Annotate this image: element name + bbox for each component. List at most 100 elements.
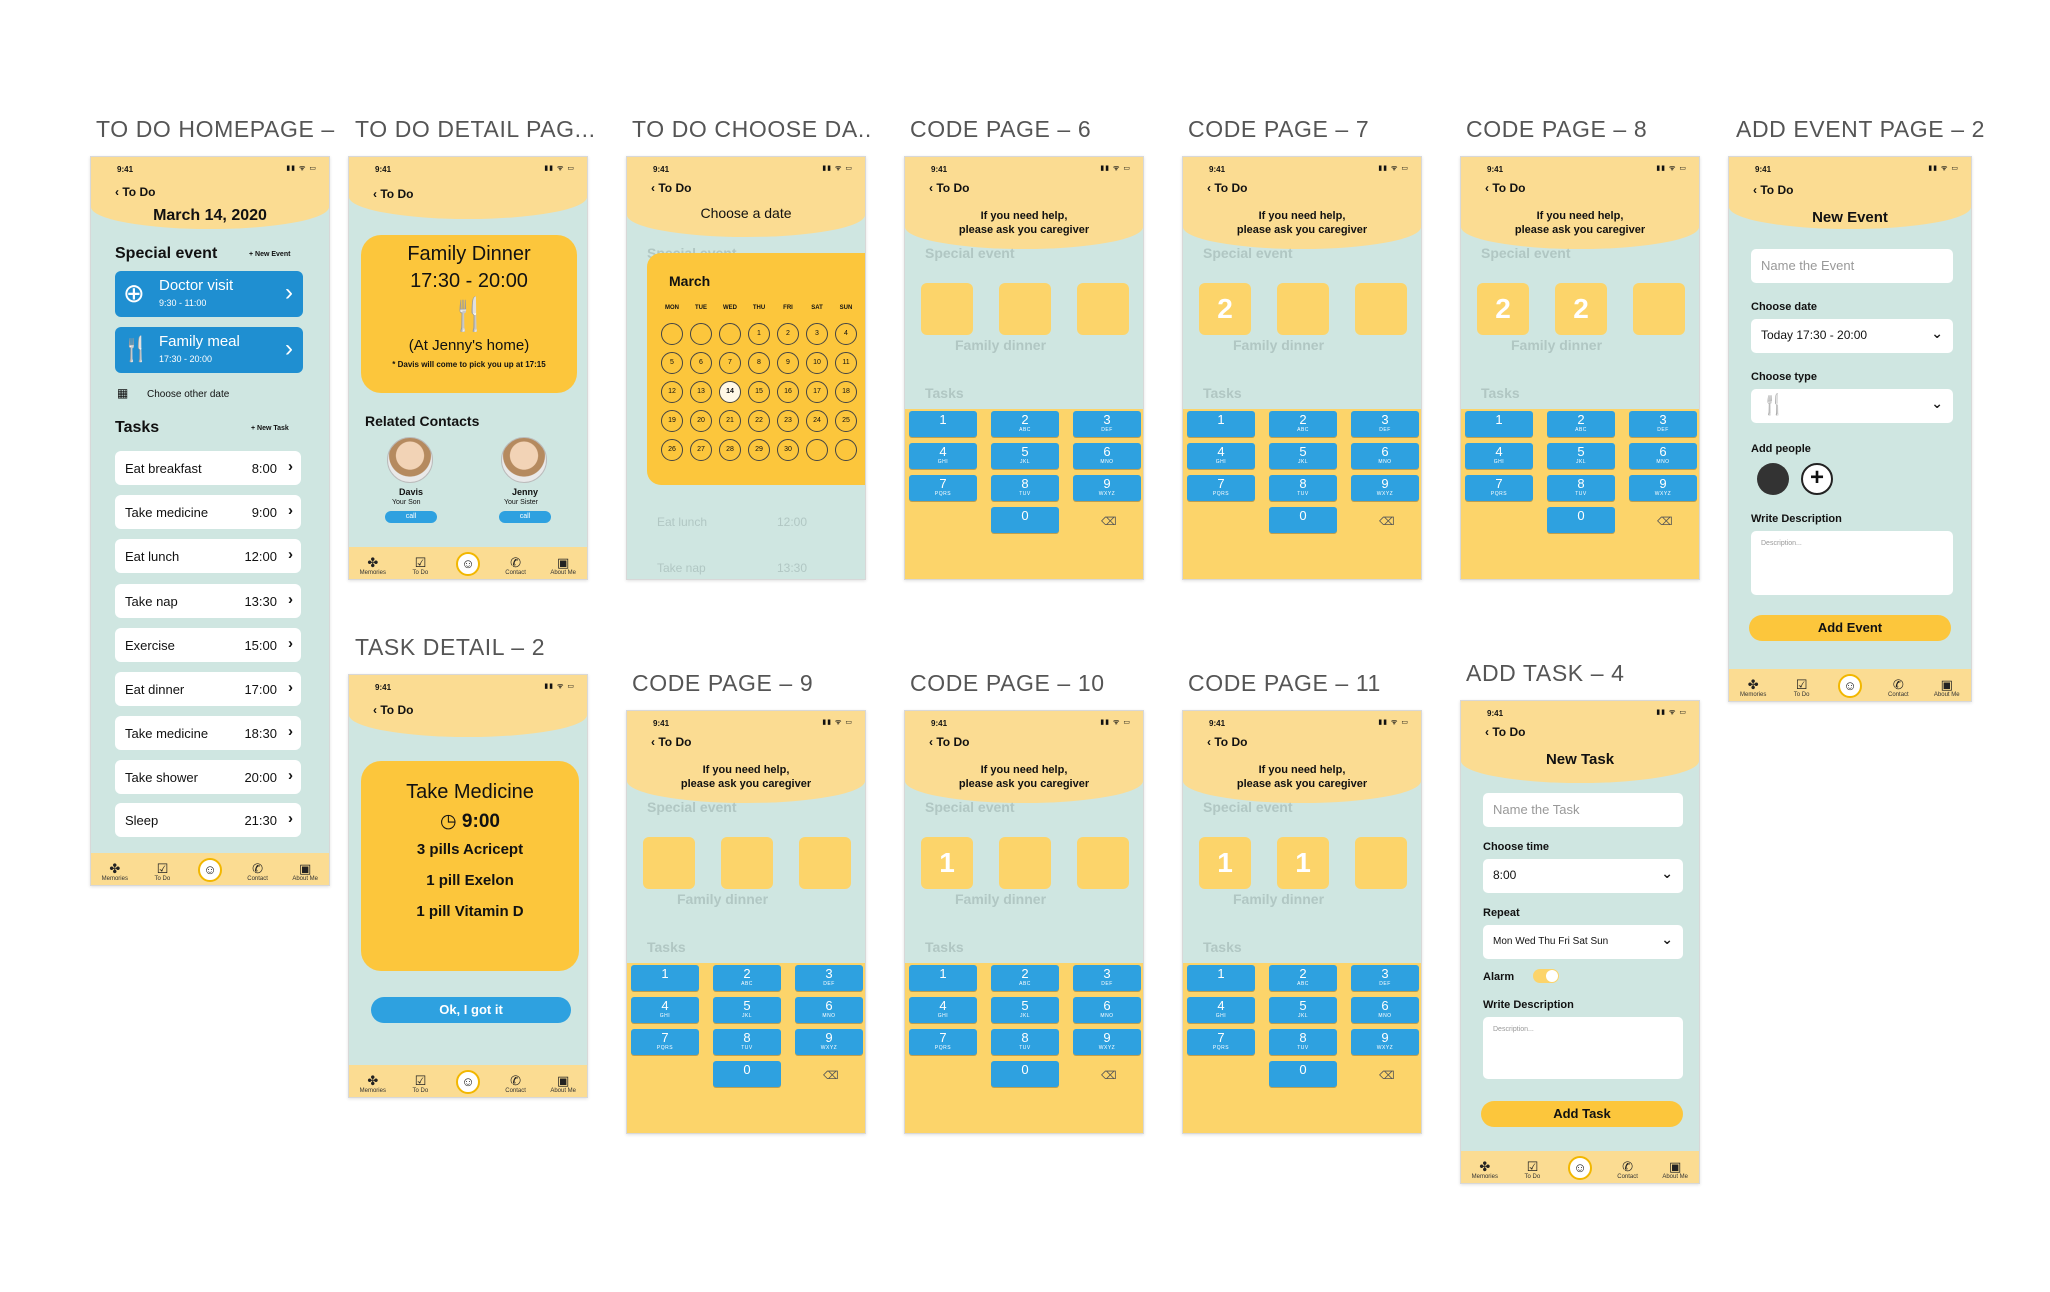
key-4[interactable]: 4 GHI xyxy=(1465,443,1533,469)
calendar-day[interactable]: 26 xyxy=(661,439,683,461)
key-8[interactable]: 8 TUV xyxy=(713,1029,781,1055)
key-1[interactable]: 1 xyxy=(1465,411,1533,437)
nav-todo[interactable]: ☑ To Do xyxy=(412,555,429,576)
key-0[interactable]: 0 xyxy=(1269,1061,1337,1087)
key-7[interactable]: 7 PQRS xyxy=(909,475,977,501)
key-7[interactable]: 7 PQRS xyxy=(1187,475,1255,501)
new-event-link[interactable]: + New Event xyxy=(249,251,291,258)
event-family-meal[interactable]: 🍴 Family meal 17:30 - 20:00 › xyxy=(115,327,303,373)
calendar-day[interactable]: 9 xyxy=(777,352,799,374)
calendar-day[interactable]: 5 xyxy=(661,352,683,374)
nav-memories[interactable]: ✤ Memories xyxy=(101,861,128,882)
nav-face[interactable]: ☺ xyxy=(446,1070,490,1094)
key-5[interactable]: 5 JKL xyxy=(1269,443,1337,469)
nav-todo[interactable]: ☑ To Do xyxy=(1793,677,1810,698)
key-0[interactable]: 0 xyxy=(991,507,1059,533)
key-4[interactable]: 4 GHI xyxy=(1187,443,1255,469)
key-5[interactable]: 5 JKL xyxy=(1547,443,1615,469)
key-1[interactable]: 1 xyxy=(1187,965,1255,991)
back-button[interactable]: ‹ To Do xyxy=(651,181,692,195)
nav-todo[interactable]: ☑ To Do xyxy=(154,861,171,882)
calendar-day[interactable] xyxy=(835,439,857,461)
key-2[interactable]: 2 ABC xyxy=(713,965,781,991)
key-6[interactable]: 6 MNO xyxy=(1073,997,1141,1023)
task-row[interactable]: Sleep 21:30 › xyxy=(115,803,301,837)
add-task-button[interactable]: Add Task xyxy=(1481,1101,1683,1127)
task-row[interactable]: Take shower 20:00 › xyxy=(115,760,301,794)
key-1[interactable]: 1 xyxy=(909,411,977,437)
key-6[interactable]: 6 MNO xyxy=(1351,997,1419,1023)
ok-button[interactable]: Ok, I got it xyxy=(371,997,571,1023)
key-0[interactable]: 0 xyxy=(1547,507,1615,533)
key-0[interactable]: 0 xyxy=(1269,507,1337,533)
calendar-day[interactable]: 23 xyxy=(777,410,799,432)
event-name-input[interactable]: Name the Event xyxy=(1751,249,1953,283)
key-8[interactable]: 8 TUV xyxy=(991,475,1059,501)
back-button[interactable]: ‹ To Do xyxy=(373,187,414,201)
back-button[interactable]: ‹ To Do xyxy=(651,735,692,749)
nav-contact[interactable]: ✆ Contact xyxy=(1888,677,1909,698)
back-button[interactable]: ‹ To Do xyxy=(115,185,156,199)
key-8[interactable]: 8 TUV xyxy=(991,1029,1059,1055)
nav-face[interactable]: ☺ xyxy=(1558,1156,1602,1180)
key-3[interactable]: 3 DEF xyxy=(1073,411,1141,437)
calendar-day[interactable] xyxy=(661,323,683,345)
repeat-select[interactable]: Mon Wed Thu Fri Sat Sun ⌄ xyxy=(1483,925,1683,959)
choose-other-date-link[interactable]: Choose other date xyxy=(147,389,230,400)
backspace-icon[interactable]: ⌫ xyxy=(1379,516,1395,528)
calendar-day[interactable] xyxy=(719,323,741,345)
key-7[interactable]: 7 PQRS xyxy=(1465,475,1533,501)
calendar-day[interactable]: 14 xyxy=(719,381,741,403)
calendar-day[interactable]: 13 xyxy=(690,381,712,403)
key-5[interactable]: 5 JKL xyxy=(713,997,781,1023)
calendar-day[interactable]: 8 xyxy=(748,352,770,374)
calendar-day[interactable]: 27 xyxy=(690,439,712,461)
calendar-day[interactable]: 18 xyxy=(835,381,857,403)
type-select[interactable]: 🍴 ⌄ xyxy=(1751,389,1953,423)
calendar-day[interactable]: 22 xyxy=(748,410,770,432)
nav-contact[interactable]: ✆ Contact xyxy=(505,555,526,576)
key-9[interactable]: 9 WXYZ xyxy=(1351,475,1419,501)
calendar-day[interactable]: 15 xyxy=(748,381,770,403)
key-2[interactable]: 2 ABC xyxy=(991,965,1059,991)
back-button[interactable]: ‹ To Do xyxy=(1485,181,1526,195)
calendar-day[interactable]: 6 xyxy=(690,352,712,374)
backspace-icon[interactable]: ⌫ xyxy=(1101,1070,1117,1082)
call-button[interactable]: call xyxy=(385,511,437,523)
key-3[interactable]: 3 DEF xyxy=(1351,411,1419,437)
calendar-day[interactable]: 7 xyxy=(719,352,741,374)
key-2[interactable]: 2 ABC xyxy=(1269,411,1337,437)
calendar-day[interactable] xyxy=(806,439,828,461)
task-row[interactable]: Take nap 13:30 › xyxy=(115,584,301,618)
nav-memories[interactable]: ✤ Memories xyxy=(1740,677,1767,698)
calendar-day[interactable]: 16 xyxy=(777,381,799,403)
key-6[interactable]: 6 MNO xyxy=(1073,443,1141,469)
task-row[interactable]: Eat lunch 12:00 › xyxy=(115,539,301,573)
backspace-icon[interactable]: ⌫ xyxy=(1101,516,1117,528)
calendar-day[interactable]: 17 xyxy=(806,381,828,403)
key-2[interactable]: 2 ABC xyxy=(991,411,1059,437)
key-7[interactable]: 7 PQRS xyxy=(909,1029,977,1055)
calendar-day[interactable]: 29 xyxy=(748,439,770,461)
key-0[interactable]: 0 xyxy=(991,1061,1059,1087)
add-event-button[interactable]: Add Event xyxy=(1749,615,1951,641)
nav-about-me[interactable]: ▣ About Me xyxy=(550,555,577,576)
alarm-toggle[interactable] xyxy=(1533,969,1559,983)
key-1[interactable]: 1 xyxy=(909,965,977,991)
nav-face[interactable]: ☺ xyxy=(188,858,232,882)
backspace-icon[interactable]: ⌫ xyxy=(823,1070,839,1082)
key-6[interactable]: 6 MNO xyxy=(795,997,863,1023)
nav-contact[interactable]: ✆ Contact xyxy=(1617,1159,1638,1180)
task-row[interactable]: Take medicine 9:00 › xyxy=(115,495,301,529)
back-button[interactable]: ‹ To Do xyxy=(929,181,970,195)
key-9[interactable]: 9 WXYZ xyxy=(1073,1029,1141,1055)
key-8[interactable]: 8 TUV xyxy=(1269,475,1337,501)
calendar-day[interactable] xyxy=(690,323,712,345)
key-4[interactable]: 4 GHI xyxy=(909,443,977,469)
nav-about-me[interactable]: ▣ About Me xyxy=(1933,677,1960,698)
calendar-day[interactable]: 30 xyxy=(777,439,799,461)
time-select[interactable]: 8:00 ⌄ xyxy=(1483,859,1683,893)
nav-todo[interactable]: ☑ To Do xyxy=(412,1073,429,1094)
key-8[interactable]: 8 TUV xyxy=(1269,1029,1337,1055)
calendar-day[interactable]: 19 xyxy=(661,410,683,432)
